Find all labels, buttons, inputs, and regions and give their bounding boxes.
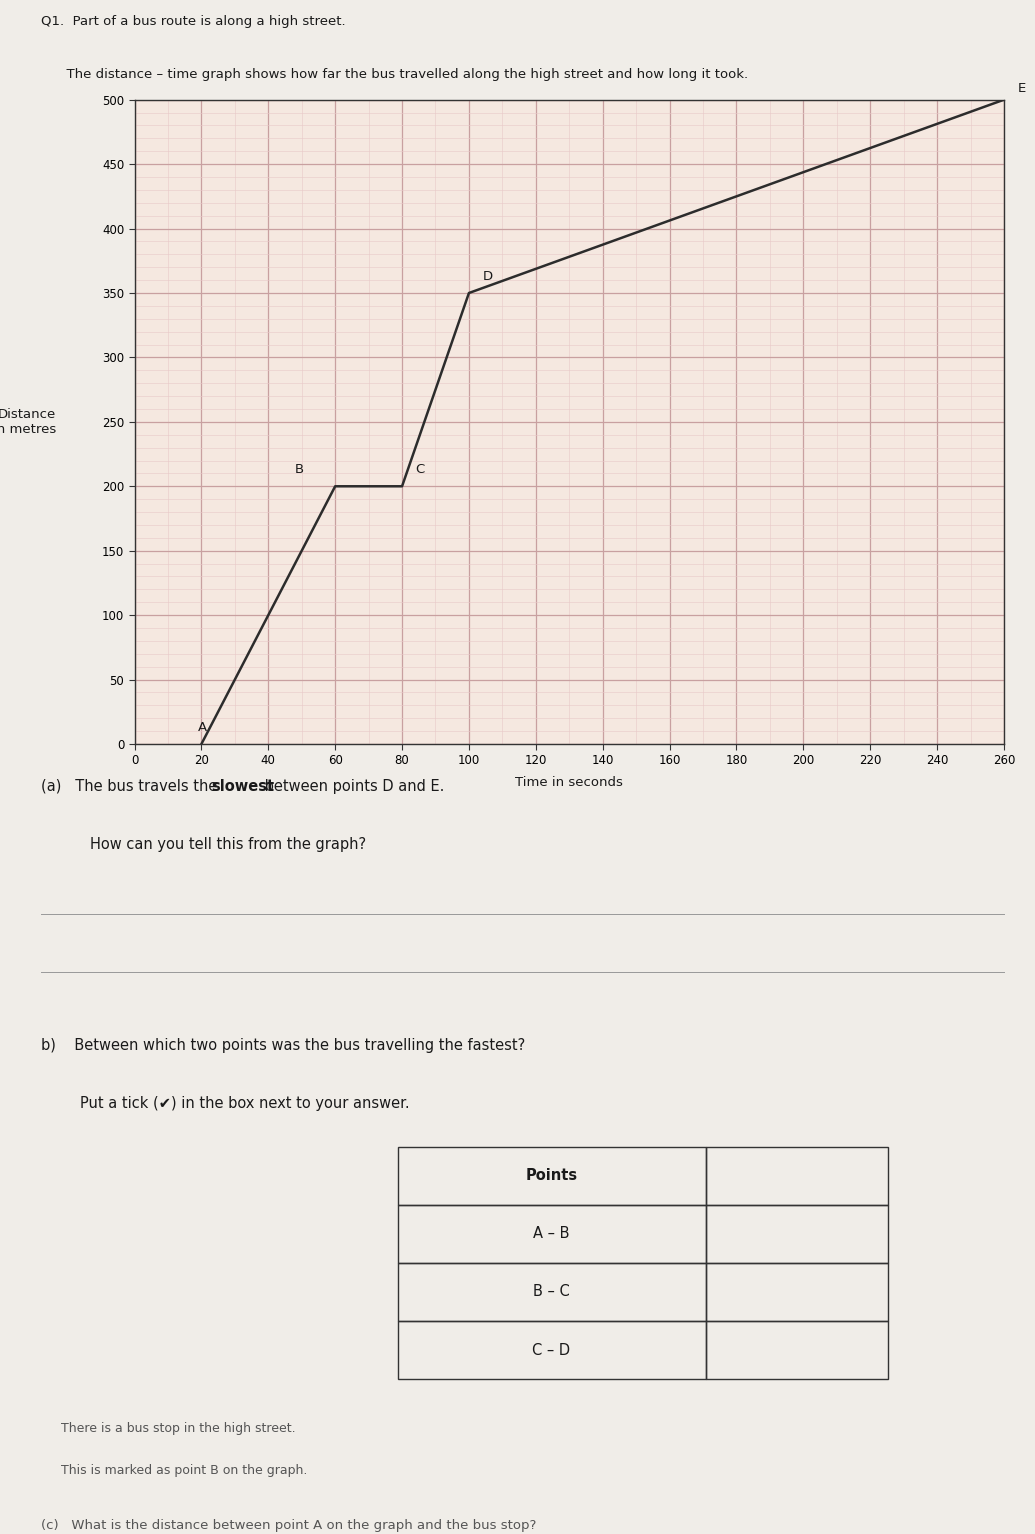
Text: slowest: slowest <box>211 779 274 793</box>
Text: between points D and E.: between points D and E. <box>260 779 444 793</box>
Text: How can you tell this from the graph?: How can you tell this from the graph? <box>90 838 365 851</box>
Y-axis label: Distance
in metres: Distance in metres <box>0 408 56 436</box>
Text: There is a bus stop in the high street.: There is a bus stop in the high street. <box>61 1422 295 1434</box>
Text: (c)   What is the distance between point A on the graph and the bus stop?: (c) What is the distance between point A… <box>41 1519 537 1531</box>
Text: C – D: C – D <box>532 1342 570 1358</box>
Text: The distance – time graph shows how far the bus travelled along the high street : The distance – time graph shows how far … <box>41 67 748 81</box>
Text: Points: Points <box>526 1169 578 1183</box>
Text: D: D <box>482 270 493 282</box>
Text: E: E <box>1017 81 1026 95</box>
Text: Q1.  Part of a bus route is along a high street.: Q1. Part of a bus route is along a high … <box>41 15 346 28</box>
Text: B: B <box>295 463 304 476</box>
X-axis label: Time in seconds: Time in seconds <box>515 776 623 788</box>
Text: A – B: A – B <box>533 1226 570 1241</box>
Text: A: A <box>198 721 207 733</box>
Text: B – C: B – C <box>533 1284 570 1299</box>
Text: b)    Between which two points was the bus travelling the fastest?: b) Between which two points was the bus … <box>41 1039 526 1054</box>
Text: This is marked as point B on the graph.: This is marked as point B on the graph. <box>61 1465 307 1477</box>
Text: C: C <box>415 463 424 476</box>
Text: (a)   The bus travels the: (a) The bus travels the <box>41 779 223 793</box>
Text: Put a tick (✔) in the box next to your answer.: Put a tick (✔) in the box next to your a… <box>80 1097 410 1111</box>
